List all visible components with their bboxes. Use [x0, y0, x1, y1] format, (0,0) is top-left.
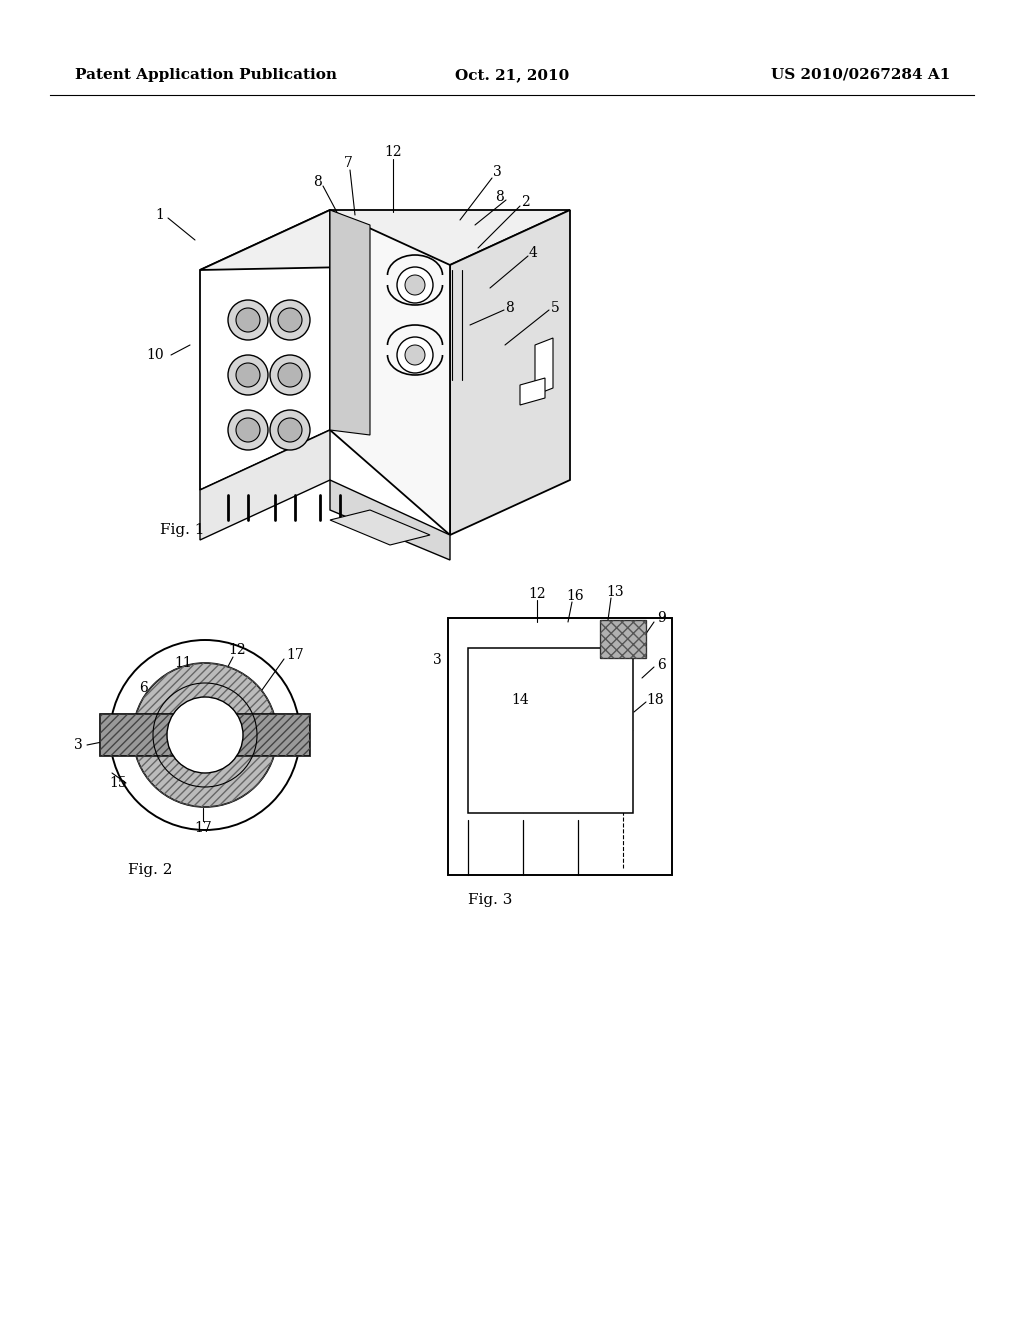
Polygon shape [330, 210, 450, 535]
Circle shape [228, 411, 268, 450]
Circle shape [406, 275, 425, 294]
Text: 8: 8 [506, 301, 514, 315]
Text: 4: 4 [528, 246, 538, 260]
Text: 13: 13 [606, 585, 624, 599]
Bar [100, 714, 310, 756]
Text: 11: 11 [174, 656, 191, 671]
Text: 12: 12 [528, 587, 546, 601]
Text: 6: 6 [657, 657, 667, 672]
Polygon shape [520, 378, 545, 405]
Circle shape [133, 663, 278, 807]
Circle shape [278, 363, 302, 387]
Polygon shape [200, 210, 330, 490]
Polygon shape [535, 338, 553, 395]
Text: 5: 5 [551, 301, 559, 315]
Text: Fig. 3: Fig. 3 [468, 894, 512, 907]
Circle shape [228, 355, 268, 395]
Circle shape [110, 640, 300, 830]
Circle shape [236, 363, 260, 387]
Text: 3: 3 [432, 653, 441, 667]
Bar [449, 618, 672, 875]
Text: Fig. 1: Fig. 1 [160, 523, 205, 537]
Circle shape [270, 411, 310, 450]
Text: 17: 17 [195, 821, 212, 836]
Text: Fig. 2: Fig. 2 [128, 863, 172, 876]
Text: 18: 18 [646, 693, 664, 708]
Text: 3: 3 [493, 165, 502, 180]
Polygon shape [200, 430, 330, 540]
Polygon shape [330, 480, 450, 560]
Circle shape [236, 418, 260, 442]
Polygon shape [200, 210, 570, 271]
Text: Patent Application Publication: Patent Application Publication [75, 69, 337, 82]
Polygon shape [330, 510, 430, 545]
Bar [468, 648, 633, 813]
Circle shape [270, 355, 310, 395]
Text: 12: 12 [228, 643, 246, 657]
Text: 8: 8 [496, 190, 505, 205]
Circle shape [167, 697, 243, 774]
Circle shape [236, 308, 260, 333]
Text: 17: 17 [286, 648, 304, 663]
Circle shape [406, 345, 425, 366]
Text: 8: 8 [313, 176, 323, 189]
Text: 9: 9 [656, 611, 666, 624]
Text: 14: 14 [511, 693, 528, 708]
Circle shape [270, 300, 310, 341]
Text: US 2010/0267284 A1: US 2010/0267284 A1 [771, 69, 950, 82]
Polygon shape [450, 210, 570, 535]
Text: 12: 12 [384, 145, 401, 158]
Bar [600, 620, 646, 657]
Circle shape [397, 337, 433, 374]
Text: Oct. 21, 2010: Oct. 21, 2010 [455, 69, 569, 82]
Bar [600, 620, 646, 657]
Circle shape [278, 418, 302, 442]
Text: 3: 3 [74, 738, 82, 752]
Circle shape [278, 308, 302, 333]
Text: 6: 6 [138, 681, 147, 696]
Text: 16: 16 [566, 589, 584, 603]
Circle shape [228, 300, 268, 341]
Polygon shape [330, 210, 370, 436]
Text: 2: 2 [520, 195, 529, 209]
Text: 1: 1 [156, 209, 165, 222]
Bar [100, 714, 310, 756]
Text: 15: 15 [110, 776, 127, 789]
Circle shape [397, 267, 433, 304]
Text: 10: 10 [146, 348, 164, 362]
Text: 7: 7 [344, 156, 352, 170]
